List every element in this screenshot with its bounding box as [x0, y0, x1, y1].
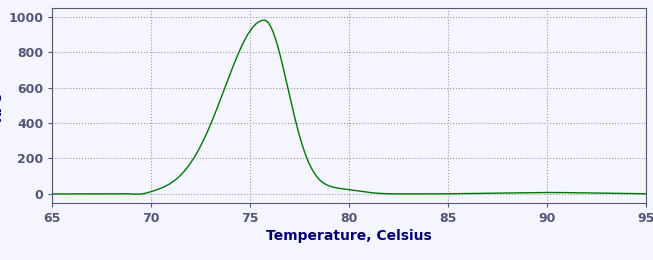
Y-axis label: RFU: RFU	[0, 89, 4, 121]
X-axis label: Temperature, Celsius: Temperature, Celsius	[266, 229, 432, 243]
